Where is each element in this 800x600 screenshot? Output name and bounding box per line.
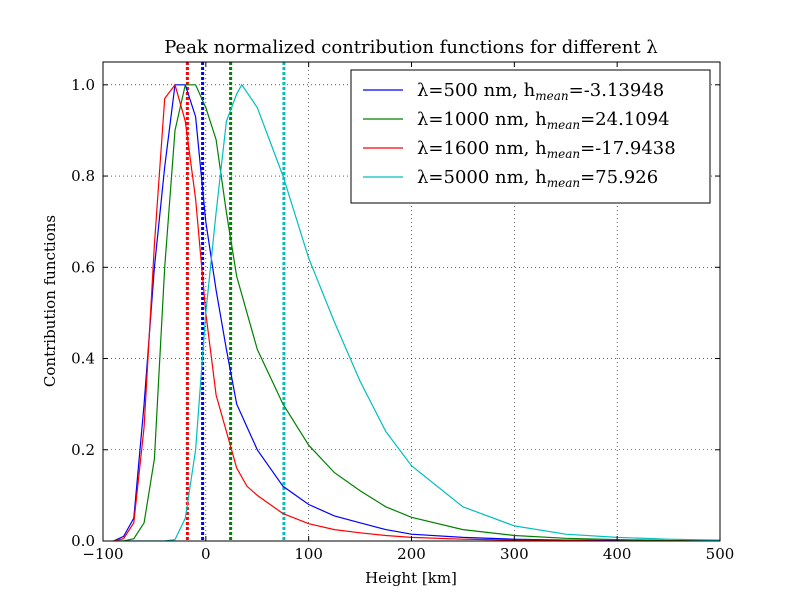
y-axis-label: Contribution functions (41, 215, 59, 387)
series-line-0 (113, 84, 720, 541)
x-tick-label: 300 (500, 545, 529, 563)
legend-box (350, 69, 711, 204)
x-tick-label: 100 (294, 545, 323, 563)
series-lines (113, 83, 720, 541)
mean-height-markers (185, 62, 286, 541)
x-tick-label: 0 (201, 545, 211, 563)
axis-ticks: −100 0 100 200 300 400 500 0.0 0.2 0.4 0.6 0.8 1.0 (71, 62, 734, 563)
x-tick-label: −100 (82, 545, 123, 563)
legend-label: λ=1600 nm, hmean=-17.9438 (417, 138, 676, 161)
y-tick-label: 0.6 (71, 258, 95, 276)
y-tick-label: 0.8 (71, 167, 95, 185)
legend-label: λ=1000 nm, hmean=24.1094 (417, 109, 670, 132)
series-line-2 (113, 83, 720, 541)
y-tick-label: 0.0 (71, 532, 95, 550)
legend: λ=500 nm, hmean=-3.13948 λ=1000 nm, hmean… (350, 69, 711, 204)
chart-title: Peak normalized contribution functions f… (164, 37, 657, 58)
legend-entries: λ=500 nm, hmean=-3.13948 λ=1000 nm, hmean… (363, 80, 676, 190)
series-line-1 (113, 84, 720, 541)
x-tick-label: 400 (603, 545, 632, 563)
legend-label: λ=500 nm, hmean=-3.13948 (417, 80, 664, 103)
y-tick-label: 1.0 (71, 76, 95, 94)
x-axis-label: Height [km] (365, 569, 457, 587)
x-tick-label: 500 (706, 545, 735, 563)
y-tick-label: 0.4 (71, 350, 95, 368)
series-line-3 (113, 83, 720, 541)
y-tick-label: 0.2 (71, 441, 95, 459)
legend-label: λ=5000 nm, hmean=75.926 (417, 167, 658, 190)
x-tick-label: 200 (397, 545, 426, 563)
